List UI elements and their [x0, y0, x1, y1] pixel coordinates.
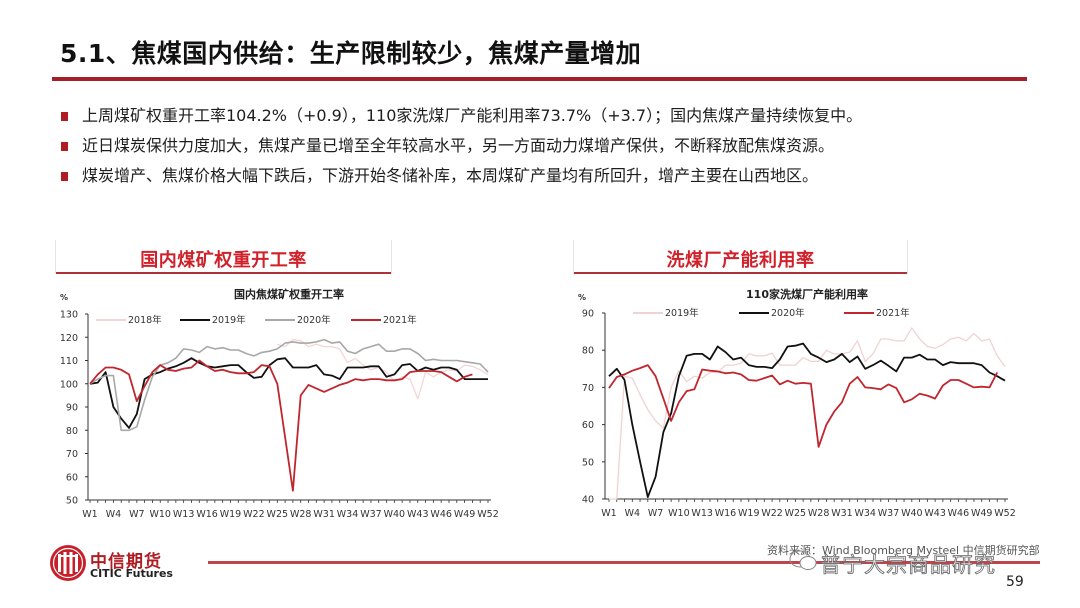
- title-divider: [52, 77, 1027, 81]
- x-tick-label: W1: [82, 509, 97, 520]
- data-source-note: 资料来源：Wind Bloomberg Mysteel 中信期货研究部: [767, 544, 1040, 557]
- y-tick-label: 90: [66, 403, 78, 414]
- right-panel-title: 洗煤厂产能利用率: [666, 250, 815, 271]
- x-tick-label: W22: [243, 509, 264, 520]
- y-tick-label: 40: [582, 495, 594, 506]
- logo-chinese-name: 中信期货: [90, 552, 162, 572]
- bullet-item: 上周煤矿权重开工率104.2%（+0.9），110家洗煤厂产能利用率73.7%（…: [60, 104, 1020, 134]
- citic-logo-icon: [50, 545, 86, 581]
- chat-bubble-icon: [789, 550, 817, 570]
- bullet-square-icon: [61, 142, 68, 151]
- logo-english-name: CITIC Futures: [90, 567, 173, 580]
- legend-label: 2020年: [771, 307, 805, 319]
- x-tick-label: W49: [454, 509, 475, 520]
- y-axis-unit: %: [578, 293, 586, 302]
- watermark-text: 普宁大宗商品研究: [820, 553, 996, 578]
- x-tick-label: W52: [994, 508, 1015, 519]
- x-tick-label: W22: [761, 508, 782, 519]
- right-panel-rule: [574, 272, 907, 274]
- x-tick-label: W4: [106, 509, 121, 520]
- x-tick-label: W34: [854, 508, 875, 519]
- y-tick-label: 130: [60, 310, 78, 321]
- chart-title: 国内焦煤矿权重开工率: [234, 287, 344, 301]
- x-tick-label: W28: [808, 508, 829, 519]
- x-tick-label: W46: [948, 508, 969, 519]
- legend-label: 2021年: [876, 307, 910, 319]
- x-tick-label: W10: [668, 508, 689, 519]
- right-panel-header: 洗煤厂产能利用率: [573, 240, 908, 274]
- x-tick-label: W43: [407, 509, 428, 520]
- x-tick-label: W16: [715, 508, 736, 519]
- x-tick-label: W7: [129, 509, 144, 520]
- page-title: 5.1、焦煤国内供给：生产限制较少，焦煤产量增加: [60, 39, 642, 68]
- x-tick-label: W16: [196, 509, 217, 520]
- x-tick-label: W40: [901, 508, 922, 519]
- series-line-2019: [609, 327, 1006, 500]
- x-tick-label: W19: [220, 509, 241, 520]
- legend-label: 2019年: [665, 307, 699, 319]
- y-tick-label: 100: [60, 379, 78, 390]
- x-tick-label: W13: [173, 509, 194, 520]
- legend-label: 2019年: [212, 314, 246, 326]
- x-tick-label: W37: [878, 508, 899, 519]
- x-tick-label: W31: [831, 508, 852, 519]
- bullet-item: 近日煤炭保供力度加大，焦煤产量已增至全年较高水平，另一方面动力煤增产保供，不断释…: [60, 134, 1020, 164]
- bullet-list: 上周煤矿权重开工率104.2%（+0.9），110家洗煤厂产能利用率73.7%（…: [60, 104, 1020, 194]
- y-tick-label: 80: [582, 346, 594, 357]
- series-line-2021: [608, 364, 998, 448]
- y-tick-label: 60: [66, 472, 78, 483]
- y-tick-label: 50: [582, 457, 594, 468]
- x-tick-label: W4: [625, 508, 640, 519]
- bullet-item: 煤炭增产、焦煤价格大幅下跌后，下游开始冬储补库，本周煤矿产量均有所回升，增产主要…: [60, 164, 1020, 194]
- y-tick-label: 120: [60, 333, 78, 344]
- x-tick-label: W13: [691, 508, 712, 519]
- x-tick-label: W31: [313, 509, 334, 520]
- x-tick-label: W37: [360, 509, 381, 520]
- left-panel-title: 国内煤矿权重开工率: [140, 250, 307, 271]
- x-tick-label: W52: [477, 509, 498, 520]
- x-tick-label: W43: [924, 508, 945, 519]
- x-tick-label: W28: [290, 509, 311, 520]
- series-line-2021: [89, 359, 473, 492]
- left-panel-header: 国内煤矿权重开工率: [55, 240, 392, 274]
- x-tick-label: W19: [738, 508, 759, 519]
- x-tick-label: W25: [785, 508, 806, 519]
- y-tick-label: 60: [582, 420, 594, 431]
- x-tick-label: W46: [430, 509, 451, 520]
- bullet-text: 近日煤炭保供力度加大，焦煤产量已增至全年较高水平，另一方面动力煤增产保供，不断释…: [82, 136, 835, 155]
- y-tick-label: 70: [582, 383, 594, 394]
- x-tick-label: W34: [337, 509, 358, 520]
- x-tick-label: W25: [267, 509, 288, 520]
- y-tick-label: 110: [60, 356, 78, 367]
- y-tick-label: 80: [66, 426, 78, 437]
- y-axis-unit: %: [60, 293, 68, 302]
- bullet-square-icon: [61, 172, 68, 181]
- y-tick-label: 50: [66, 496, 78, 507]
- x-tick-label: W1: [601, 508, 616, 519]
- bullet-text: 上周煤矿权重开工率104.2%（+0.9），110家洗煤厂产能利用率73.7%（…: [82, 106, 863, 125]
- x-tick-label: W7: [648, 508, 663, 519]
- legend-label: 2020年: [297, 314, 331, 326]
- left-panel-rule: [56, 272, 391, 274]
- series-line-2019: [89, 357, 488, 429]
- series-line-2020: [89, 338, 489, 432]
- legend-label: 2021年: [383, 314, 417, 326]
- x-tick-label: W49: [971, 508, 992, 519]
- chart-title: 110家洗煤厂产能利用率: [746, 287, 868, 301]
- footer-divider: [208, 561, 1040, 564]
- x-tick-label: W10: [149, 509, 170, 520]
- bullet-square-icon: [61, 112, 68, 121]
- bullet-text: 煤炭增产、焦煤价格大幅下跌后，下游开始冬储补库，本周煤矿产量均有所回升，增产主要…: [82, 166, 819, 185]
- series-line-2018: [277, 338, 489, 400]
- x-tick-label: W40: [384, 509, 405, 520]
- series-line-2020: [608, 342, 1006, 499]
- y-tick-label: 70: [66, 449, 78, 460]
- page-number: 59: [1006, 574, 1024, 590]
- legend-label: 2018年: [128, 314, 162, 326]
- y-tick-label: 90: [582, 309, 594, 320]
